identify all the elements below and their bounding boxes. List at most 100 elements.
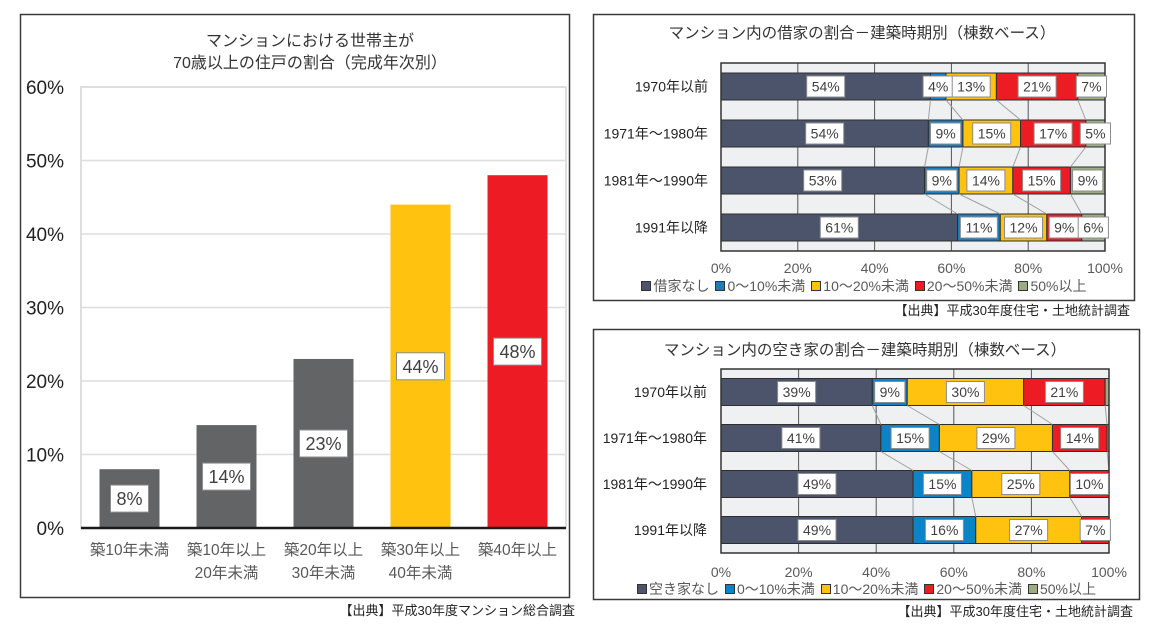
data-label: 29%	[976, 427, 1016, 449]
data-label: 9%	[930, 122, 962, 145]
data-label-box	[299, 429, 348, 458]
data-label-box	[797, 473, 837, 495]
data-label-box	[1079, 519, 1111, 541]
x-tick-label: 築20年以上	[284, 541, 363, 559]
data-label: 21%	[1017, 75, 1057, 98]
y-category-label: 1970年以前	[635, 79, 708, 95]
data-label: 15%	[922, 473, 962, 495]
data-label: 44%	[396, 352, 445, 381]
data-label: 21%	[1044, 381, 1084, 403]
data-label-box	[890, 427, 930, 449]
series-line	[971, 497, 977, 517]
data-label-box	[806, 75, 846, 98]
data-label: 48%	[493, 337, 542, 366]
legend-label: 20～50%未満	[926, 278, 1013, 294]
data-label: 14%	[966, 169, 1006, 192]
chart-rental-share: マンション内の借家の割合－建築時期別（棟数ベース） 1970年以前 1971年～19…	[592, 13, 1136, 302]
x-tick-label: 20%	[785, 564, 813, 580]
data-label: 9%	[1072, 169, 1104, 192]
data-label: 41%	[781, 427, 821, 449]
data-label-text: 7%	[1085, 522, 1105, 538]
data-label: 16%	[924, 519, 964, 541]
data-label: 15%	[890, 427, 930, 449]
series-line	[1069, 497, 1082, 517]
x-tick-label: 80%	[1014, 260, 1042, 276]
data-label: 14%	[1060, 427, 1100, 449]
source-note-rental: 【出典】平成30年度住宅・土地統計調査	[894, 303, 1130, 318]
legend-label: 0～10%未満	[736, 581, 815, 597]
chart-title-line: 70歳以上の住戸の割合（完成年次別）	[173, 54, 447, 72]
data-label: 9%	[926, 169, 958, 192]
data-label-text: 4%	[928, 79, 948, 95]
legend-label: 50%以上	[1030, 278, 1087, 294]
data-label-box	[972, 122, 1012, 145]
data-label: 27%	[1009, 519, 1049, 541]
series-line	[1070, 193, 1083, 215]
legend-vacancy-chart: 空き家なし 0～10%未満 10～20%未満 20～50%未満 50%以上	[593, 580, 1140, 598]
data-label: 39%	[777, 381, 817, 403]
data-label: 53%	[803, 169, 843, 192]
data-label-text: 17%	[1039, 126, 1067, 142]
data-label: 25%	[1001, 473, 1041, 495]
legend-item: 50%以上	[1018, 277, 1087, 295]
series-line	[1052, 451, 1071, 471]
data-label: 15%	[972, 122, 1012, 145]
data-label: 7%	[1075, 75, 1108, 98]
legend-label: 20～50%未満	[936, 581, 1022, 597]
chart-vacancy-share: マンション内の空き家の割合－建築時期別（棟数ベース） 1970年以前 1971年～1…	[592, 328, 1141, 601]
data-label: 23%	[299, 429, 348, 458]
series-line	[1012, 193, 1048, 215]
data-label: 7%	[1079, 519, 1111, 541]
series-line	[1023, 405, 1053, 425]
data-label-box	[924, 519, 964, 541]
x-tick-label: 築40年以上	[478, 541, 557, 559]
legend-item: 借家なし	[641, 277, 709, 295]
data-label-box	[926, 169, 958, 192]
data-label-box	[1009, 519, 1049, 541]
data-label: 5%	[1079, 122, 1112, 145]
y-tick-label: 0%	[37, 519, 65, 540]
data-label: 17%	[1033, 122, 1073, 145]
data-label-box	[945, 381, 985, 403]
plot-border	[720, 368, 1110, 554]
data-label-box	[781, 427, 821, 449]
series-line	[958, 193, 1001, 215]
x-tick-label: 0%	[711, 564, 731, 580]
x-tick-label: 100%	[1091, 564, 1127, 580]
data-label-box	[966, 169, 1006, 192]
x-tick-label-line2: 40年未満	[389, 564, 453, 582]
y-category-label: 1981年～1990年	[604, 173, 708, 189]
legend-rental-chart: 借家なし 0～10%未満 10～20%未満 20～50%未満 50%以上	[593, 277, 1135, 295]
x-tick-label: 40%	[861, 260, 889, 276]
data-label-text: 49%	[803, 522, 831, 538]
data-label-text: 39%	[783, 384, 811, 400]
data-label: 15%	[1022, 169, 1062, 192]
y-category-label: 1970年以前	[634, 384, 707, 400]
data-label-text: 11%	[965, 220, 992, 236]
series-line	[1077, 99, 1087, 121]
series-line	[906, 405, 940, 425]
data-label: 14%	[202, 462, 251, 491]
data-label-text: 13%	[957, 79, 985, 95]
data-label-box	[819, 216, 859, 239]
y-category-label: 1991年以降	[635, 220, 708, 236]
legend-label: 10～20%未満	[832, 581, 919, 597]
legend-marker-icon	[924, 584, 935, 594]
data-label-text: 5%	[1085, 126, 1105, 142]
legend-marker-icon	[724, 584, 735, 594]
data-label-box	[930, 122, 962, 145]
data-label: 13%	[951, 75, 991, 98]
series-line	[996, 99, 1021, 121]
data-label-text: 21%	[1023, 79, 1051, 95]
data-label-box	[1004, 216, 1043, 239]
data-label-box	[1033, 122, 1073, 145]
data-label: 49%	[797, 519, 837, 541]
data-label-box	[797, 519, 837, 541]
legend-label: 10～20%未満	[823, 278, 909, 294]
data-label-box	[1060, 427, 1100, 449]
source-note-vacancy: 【出典】平成30年度住宅・土地統計調査	[897, 604, 1133, 619]
data-label-box	[976, 427, 1016, 449]
data-label: 8%	[110, 484, 149, 513]
data-label: 4%	[922, 75, 954, 98]
